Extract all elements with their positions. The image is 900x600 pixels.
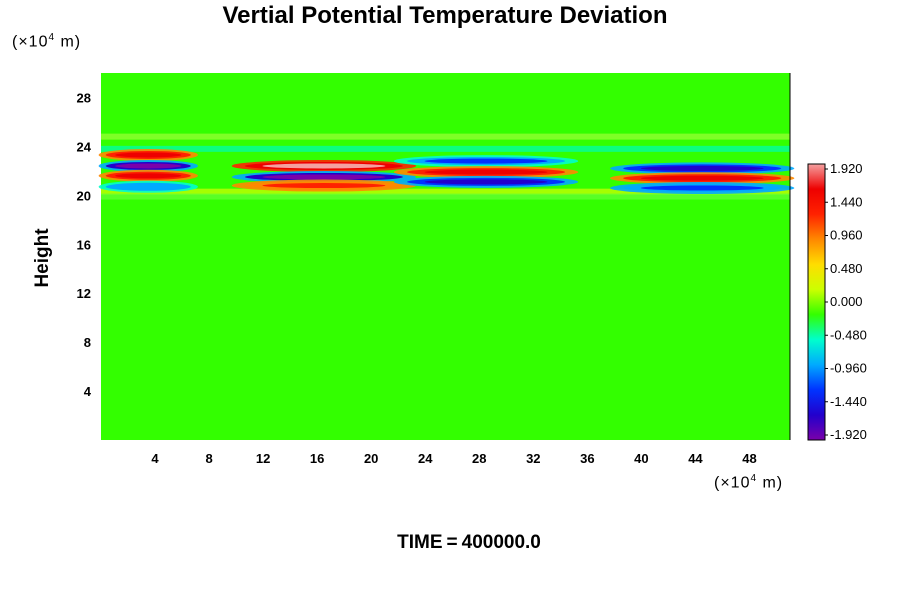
colorbar xyxy=(807,163,826,441)
y-tick-label: 20 xyxy=(77,188,91,203)
colorbar-tick-label: -1.440 xyxy=(830,394,867,409)
x-tick-label: 48 xyxy=(742,451,756,466)
colorbar-tick-label: 0.000 xyxy=(830,294,863,309)
feature-core-1-2 xyxy=(262,183,386,189)
chart-title: Vertial Potential Temperature Deviation xyxy=(222,2,668,29)
y-tick-label: 16 xyxy=(77,237,91,252)
colorbar-tick-label: -0.960 xyxy=(830,361,867,376)
background-band-0 xyxy=(101,133,790,140)
x-tick-label: 12 xyxy=(256,451,270,466)
feature-core-3-1 xyxy=(640,175,764,181)
x-tick-label: 16 xyxy=(310,451,324,466)
y-tick-label: 12 xyxy=(77,286,91,301)
feature-core-0-0 xyxy=(115,152,182,158)
time-value: 400000.0 xyxy=(461,532,541,553)
plot-area xyxy=(101,73,790,440)
x-tick-label: 40 xyxy=(634,451,648,466)
x-tick-label: 24 xyxy=(418,451,433,466)
time-label: TIME xyxy=(397,532,443,553)
colorbar-ticks: 1.920 1.440 0.960 0.480 0.000 -0.480 -0.960 -1.… xyxy=(825,161,867,442)
x-axis-unit: (×104 m) xyxy=(714,473,784,492)
time-eq: = xyxy=(446,532,458,553)
background-band-2 xyxy=(101,188,790,195)
x-axis-ticks: 4 8 12 16 20 24 28 32 36 40 44 48 xyxy=(151,451,756,466)
feature-core-0-3 xyxy=(115,184,182,190)
y-tick-label: 28 xyxy=(77,90,91,105)
colorbar-tick-label: 0.960 xyxy=(830,228,863,243)
y-axis-unit: (×104 m) xyxy=(12,32,82,51)
y-tick-label: 8 xyxy=(84,335,91,350)
feature-core-2-2 xyxy=(424,179,548,185)
x-tick-label: 28 xyxy=(472,451,486,466)
feature-core-2-1 xyxy=(424,169,548,175)
x-tick-label: 36 xyxy=(580,451,594,466)
colorbar-tick-label: 1.920 xyxy=(830,161,863,176)
background-band-1 xyxy=(101,145,790,152)
feature-core-1-0 xyxy=(262,163,386,169)
x-tick-label: 8 xyxy=(205,451,212,466)
colorbar-tick-label: -0.480 xyxy=(830,327,867,342)
feature-core-0-1 xyxy=(115,163,182,169)
feature-core-3-0 xyxy=(640,165,764,171)
feature-core-1-1 xyxy=(262,174,386,180)
colorbar-tick-label: 1.440 xyxy=(830,194,863,209)
time-readout: TIME = 400000.0 xyxy=(0,532,900,554)
y-tick-label: 24 xyxy=(77,139,92,154)
y-axis-ticks: 4 8 12 16 20 24 28 xyxy=(77,90,92,399)
feature-core-0-2 xyxy=(115,173,182,179)
feature-core-3-2 xyxy=(640,185,764,191)
colorbar-tick-label: 0.480 xyxy=(830,261,863,276)
y-tick-label: 4 xyxy=(84,384,92,399)
colorbar-tick-label: -1.920 xyxy=(830,427,867,442)
x-tick-label: 32 xyxy=(526,451,540,466)
x-tick-label: 4 xyxy=(151,451,159,466)
x-tick-label: 44 xyxy=(688,451,703,466)
background-band-3 xyxy=(101,193,790,200)
feature-core-2-0 xyxy=(424,158,548,164)
heatmap-features xyxy=(98,133,795,200)
x-tick-label: 20 xyxy=(364,451,378,466)
